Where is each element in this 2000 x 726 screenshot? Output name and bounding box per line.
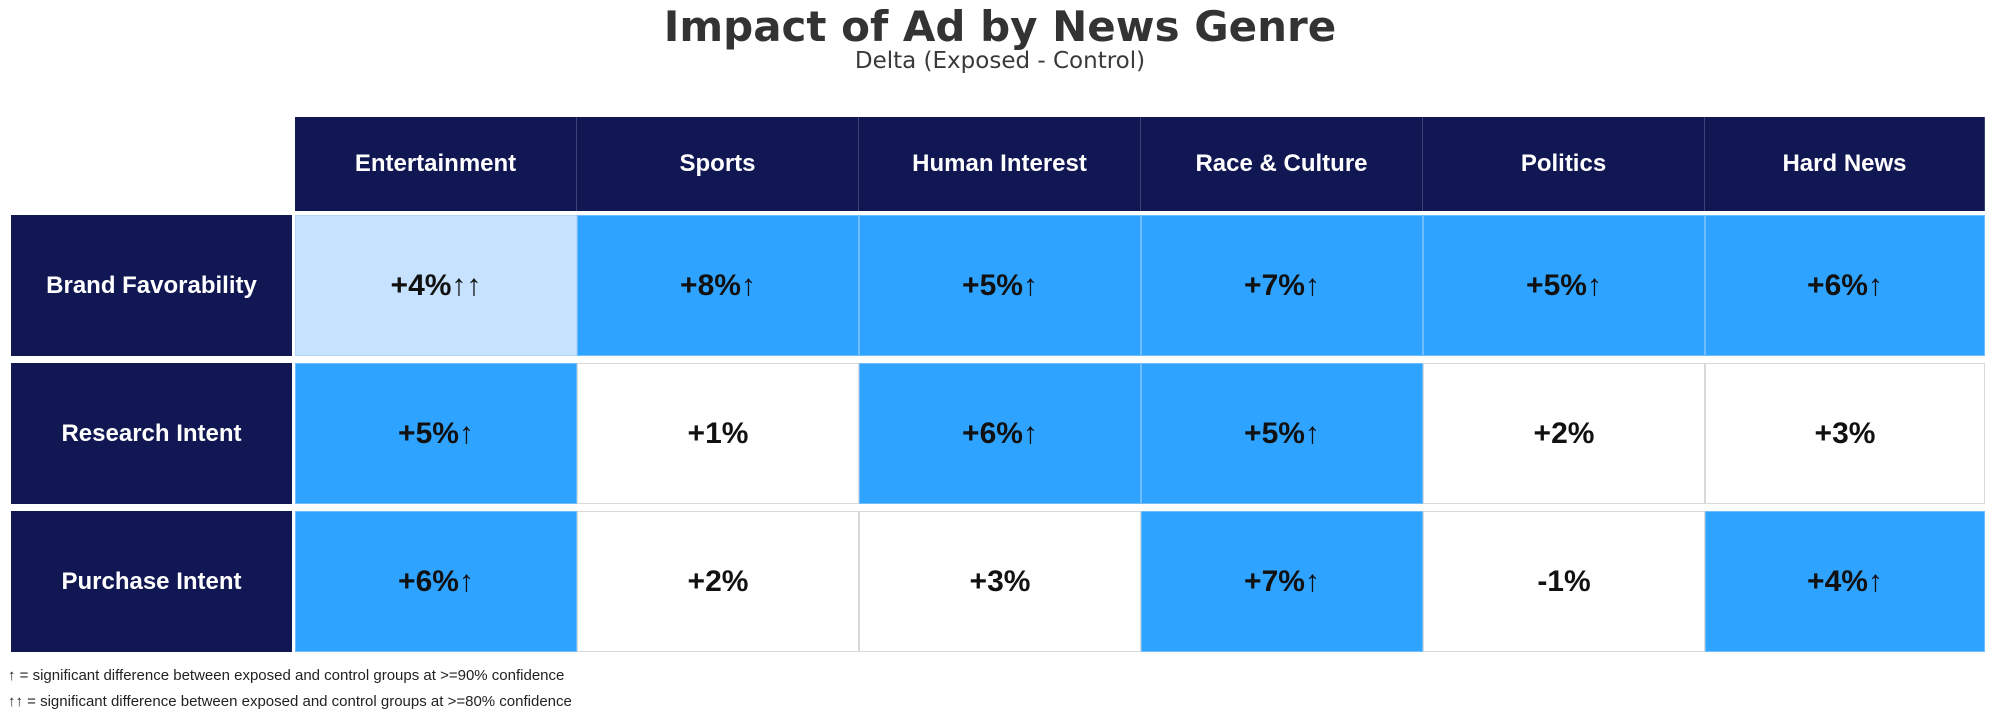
table-cell: +5%↑ [859,215,1141,356]
table-cell: +1% [577,363,859,504]
table-cell: +6%↑ [859,363,1141,504]
table-cell: +5%↑ [1423,215,1705,356]
table-cell: +7%↑ [1141,511,1423,652]
table-cell: +2% [1423,363,1705,504]
footnote-90: ↑ = significant difference between expos… [8,667,565,684]
column-header: Race & Culture [1141,117,1423,211]
chart-subtitle: Delta (Exposed - Control) [854,48,1146,74]
table-cell: +5%↑ [295,363,577,504]
table-cell: -1% [1423,511,1705,652]
row-header: Brand Favorability [11,215,292,356]
row-header: Research Intent [11,363,292,504]
column-header: Sports [577,117,859,211]
column-header: Politics [1423,117,1705,211]
table-cell: +6%↑ [1705,215,1985,356]
row-header: Purchase Intent [11,511,292,652]
table-cell: +3% [859,511,1141,652]
table-cell: +4%↑↑ [295,215,577,356]
column-header: Hard News [1705,117,1985,211]
table-cell: +8%↑ [577,215,859,356]
table-cell: +6%↑ [295,511,577,652]
chart-title: Impact of Ad by News Genre [663,2,1337,51]
table-cell: +2% [577,511,859,652]
table-cell: +4%↑ [1705,511,1985,652]
table-cell: +7%↑ [1141,215,1423,356]
column-header: Human Interest [859,117,1141,211]
column-header: Entertainment [295,117,577,211]
footnote-80: ↑↑ = significant difference between expo… [8,693,572,710]
table-cell: +5%↑ [1141,363,1423,504]
table-cell: +3% [1705,363,1985,504]
